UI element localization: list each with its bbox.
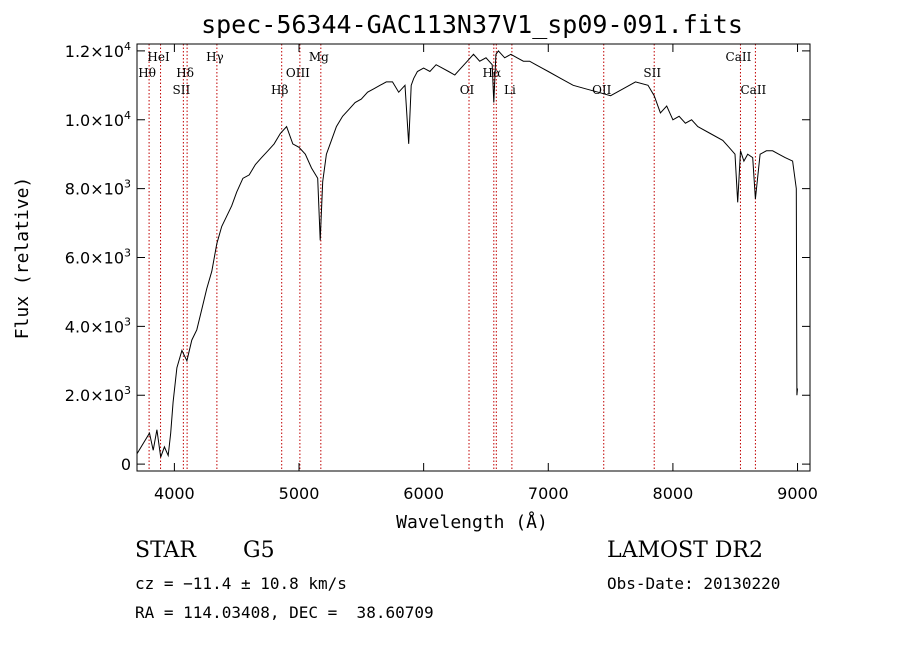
x-tick-label: 9000 xyxy=(777,484,818,503)
y-tick-label: 1.2×104 xyxy=(65,40,131,61)
y-tick-mantissa: 1.0×10 xyxy=(65,111,124,130)
line-marker-label: SII xyxy=(643,66,661,80)
line-marker-label: Hβ xyxy=(271,83,288,97)
observation-date: Obs-Date: 20130220 xyxy=(607,574,781,593)
line-marker-label: Hγ xyxy=(206,50,224,64)
y-tick-exponent: 4 xyxy=(124,109,131,122)
y-tick-label: 4.0×103 xyxy=(65,315,131,336)
line-marker-label: OIII xyxy=(286,66,310,80)
x-tick-label: 5000 xyxy=(279,484,320,503)
x-tick-label: 7000 xyxy=(528,484,569,503)
x-tick-label: 4000 xyxy=(154,484,195,503)
y-axis-ticks: 02.0×1034.0×1036.0×1038.0×1031.0×1041.2×… xyxy=(65,40,810,474)
y-tick-exponent: 3 xyxy=(124,315,131,328)
y-tick-mantissa: 4.0×10 xyxy=(65,317,124,336)
redshift-info: cz = −11.4 ± 10.8 km/s xyxy=(135,574,347,593)
y-axis-label: Flux (relative) xyxy=(12,177,33,340)
line-marker-label: Mg xyxy=(309,50,329,64)
y-tick-exponent: 3 xyxy=(124,247,131,260)
x-axis-ticks: 4000 5000 6000 7000 8000 9000 xyxy=(154,44,818,503)
y-tick-label: 0 xyxy=(121,455,131,474)
object-class: STAR xyxy=(135,538,196,563)
y-tick-mantissa: 1.2×10 xyxy=(65,42,124,61)
line-marker-label: HeI xyxy=(147,50,170,64)
x-tick-label: 8000 xyxy=(653,484,694,503)
x-tick-label: 6000 xyxy=(403,484,444,503)
y-tick-label: 1.0×104 xyxy=(65,109,131,130)
line-marker-label: Hδ xyxy=(176,66,194,80)
y-tick-mantissa: 8.0×10 xyxy=(65,180,124,199)
y-tick-label: 8.0×103 xyxy=(65,178,131,199)
object-subclass: G5 xyxy=(243,538,275,563)
plot-frame xyxy=(136,43,811,472)
y-tick-label: 2.0×103 xyxy=(65,384,131,405)
y-tick-label: 6.0×103 xyxy=(65,247,131,268)
line-marker-label: OII xyxy=(592,83,612,97)
y-tick-exponent: 3 xyxy=(124,178,131,191)
y-tick-mantissa: 2.0×10 xyxy=(65,386,124,405)
y-tick-mantissa: 6.0×10 xyxy=(65,249,124,268)
x-axis-label: Wavelength (Å) xyxy=(396,511,548,533)
y-tick-exponent: 4 xyxy=(124,40,131,53)
survey-name: LAMOST DR2 xyxy=(607,538,763,563)
chart-title: spec-56344-GAC113N37V1_sp09-091.fits xyxy=(201,10,743,39)
line-marker-label: Li xyxy=(504,83,516,97)
y-tick-mantissa: 0 xyxy=(121,455,131,474)
line-marker-label: OI xyxy=(460,83,475,97)
coordinates-info: RA = 114.03408, DEC = 38.60709 xyxy=(135,603,434,622)
line-marker-label: CaII xyxy=(726,50,752,64)
line-marker-label: SII xyxy=(173,83,191,97)
line-marker-label: Hα xyxy=(483,66,502,80)
line-marker-label: Hθ xyxy=(138,66,156,80)
line-marker-label: CaII xyxy=(740,83,766,97)
spectrum-series-line xyxy=(136,50,798,458)
y-tick-exponent: 3 xyxy=(124,384,131,397)
